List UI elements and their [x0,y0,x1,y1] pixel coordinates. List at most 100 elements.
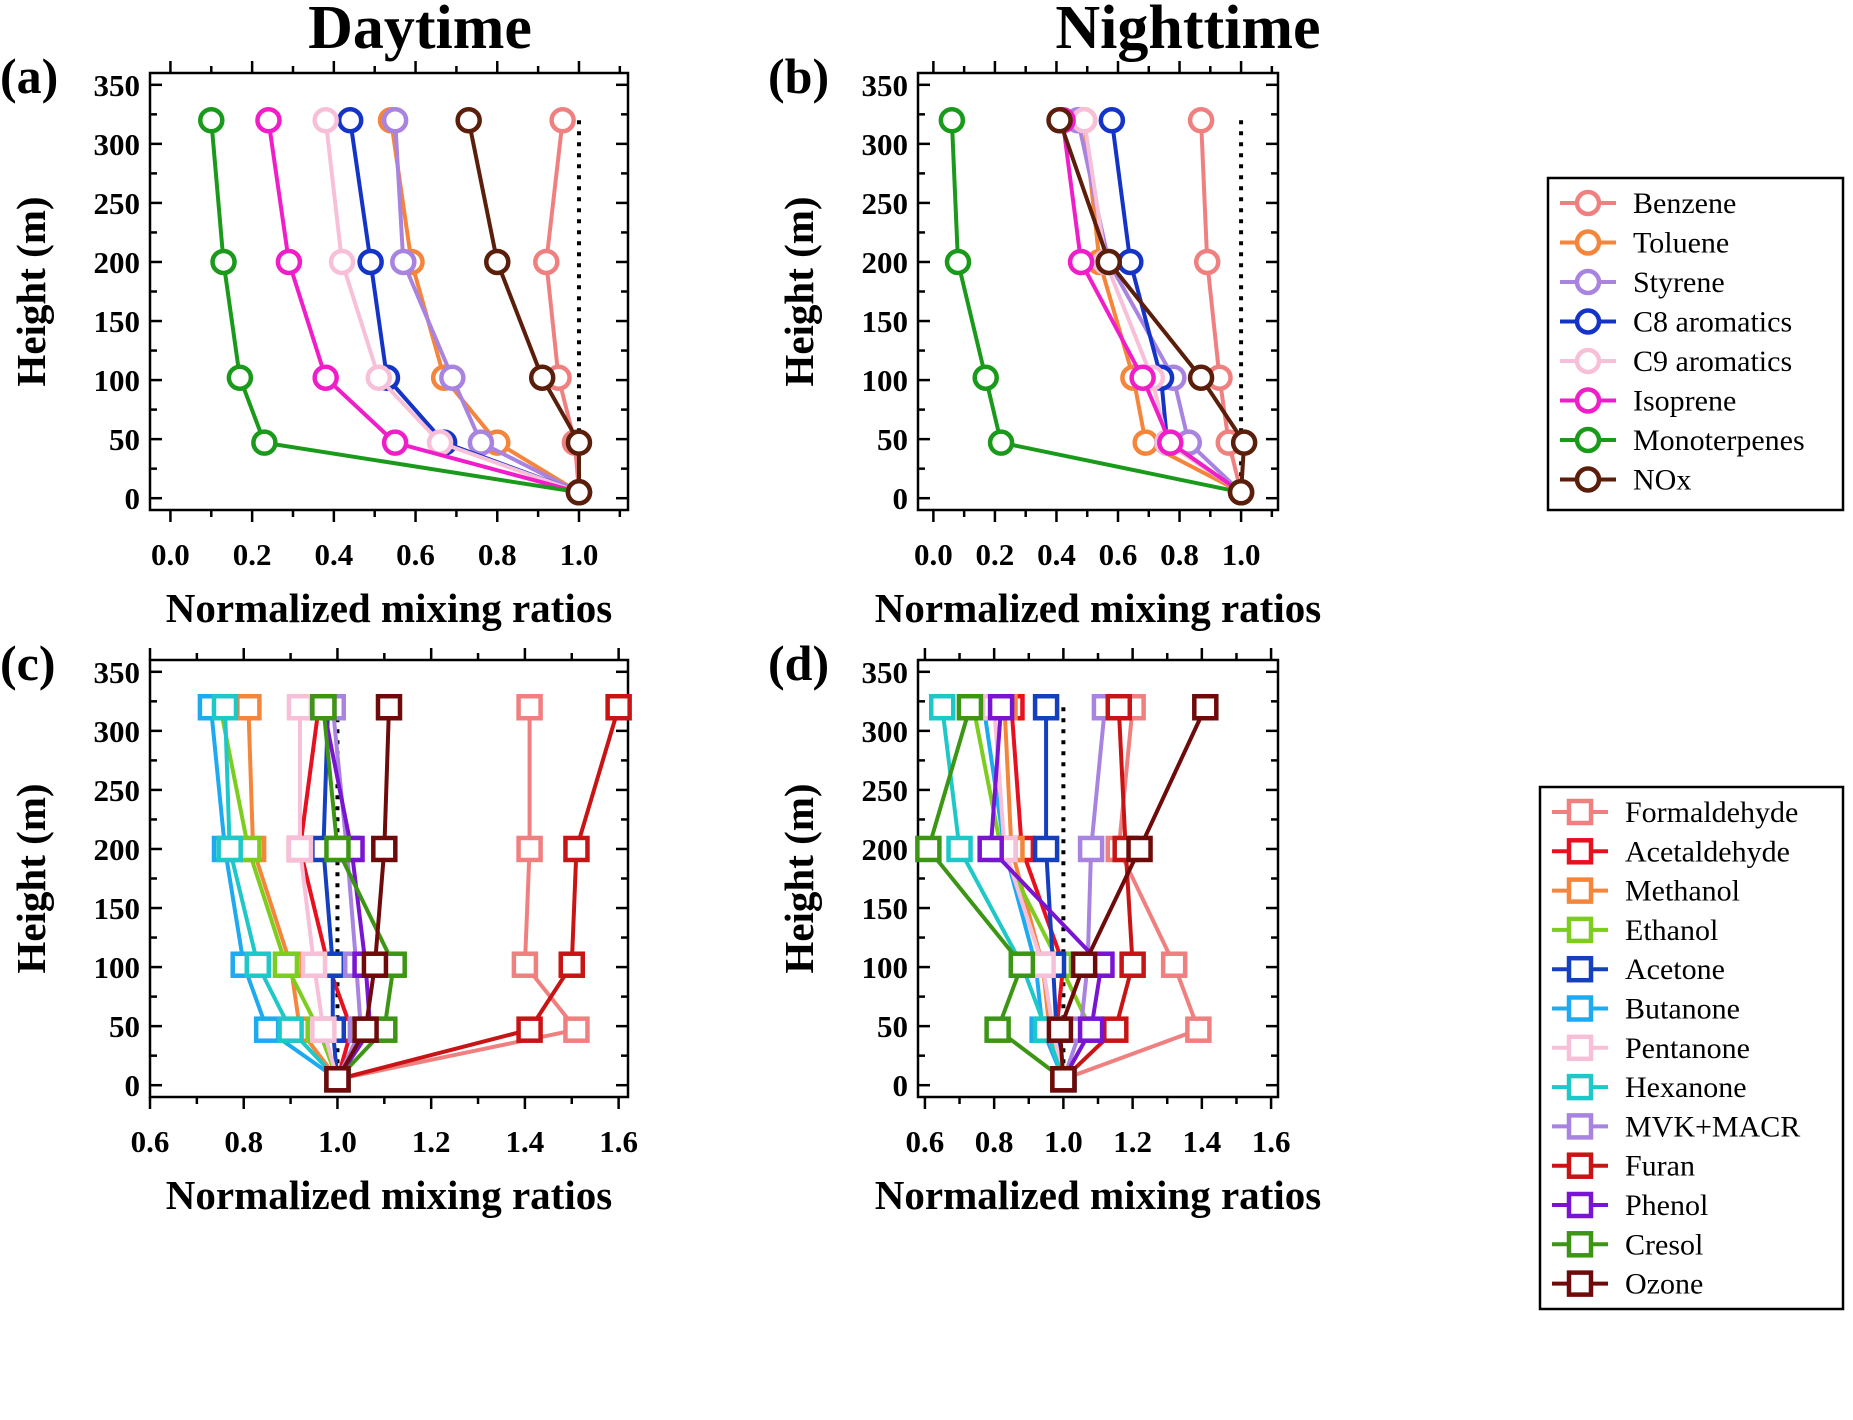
data-point [390,248,417,276]
data-point [357,248,384,276]
legend-label: Cresol [1625,1228,1703,1261]
data-point [563,1016,590,1043]
y-tick-label: 150 [94,891,141,926]
legend-marker [1574,308,1602,335]
legend-marker [1566,838,1594,865]
legend-label: Toluene [1633,227,1729,260]
x-tick-label: 1.4 [506,1124,545,1159]
legend-marker [1566,1113,1594,1140]
data-point [946,835,973,863]
legend-label: Methanol [1625,875,1740,908]
y-tick-label: 250 [862,186,909,221]
data-point [1008,951,1036,978]
legend-label: Butanone [1625,993,1740,1026]
data-point [235,693,262,721]
data-point [361,951,389,978]
data-point [1227,479,1255,506]
legend-item-nox: NOx [1560,464,1691,497]
data-point [605,693,632,721]
data-point [563,835,590,863]
data-point [324,1066,351,1093]
legend-marker [1566,877,1594,904]
x-axis-label: Normalized mixing ratios [166,585,612,631]
x-tick-label: 1.2 [1113,1124,1152,1159]
legend-item-butanone: Butanone [1552,993,1740,1026]
panel-label: (b) [768,48,829,104]
legend-marker [1566,955,1594,983]
data-point [1070,951,1098,978]
data-point [1119,951,1146,978]
series-ozone [1046,693,1219,1093]
data-point [328,248,356,276]
data-point [533,248,560,276]
legend-marker [1566,1231,1594,1258]
panel-a: (a) 0 50 100 150 200 250 300 350 0.0 0.2 0.4 0.6 0.8 1… [0,48,630,631]
data-point [944,248,972,276]
column-title-daytime: Daytime [308,0,532,62]
data-point [210,248,237,276]
x-tick-label: 0.6 [396,537,435,572]
legend-item-acetone: Acetone [1552,953,1725,986]
y-tick-label: 100 [94,363,141,398]
data-point [1070,106,1098,134]
y-tick-label: 300 [94,127,141,162]
x-tick-label: 0.4 [1037,537,1076,572]
legend-item-ozone: Ozone [1552,1268,1703,1301]
data-point [565,429,593,456]
legend-item-mvk-macr: MVK+MACR [1552,1110,1800,1143]
panel-label: (c) [0,635,56,691]
data-point [244,951,272,978]
legend-marker [1574,229,1602,256]
series-ozone [324,693,403,1093]
legend-marker [1566,916,1594,944]
data-point [1095,248,1123,276]
data-point [1077,835,1105,863]
data-point [484,248,511,276]
data-point [984,1016,1011,1043]
data-point [1098,106,1126,134]
legend-marker [1566,995,1594,1022]
legend-label: Phenol [1625,1189,1708,1222]
legend-item-ethanol: Ethanol [1552,914,1718,947]
legend-item-acetaldehyde: Acetaldehyde [1552,835,1790,868]
y-tick-label: 0 [125,481,141,516]
panel-label: (a) [0,48,58,104]
data-point [211,693,239,721]
legend-item-hexanone: Hexanone [1552,1071,1747,1104]
column-title-nighttime: Nighttime [1055,0,1320,62]
legend-marker [1566,1073,1594,1101]
legend-item-pentanone: Pentanone [1552,1032,1750,1065]
x-tick-label: 0.2 [976,537,1015,572]
data-point [312,364,339,391]
data-point [371,835,398,863]
data-point [1032,835,1060,863]
data-point [310,1016,337,1043]
data-point [381,429,409,456]
series-monoterpenes [938,106,1255,506]
data-point [549,106,576,134]
x-axis-label: Normalized mixing ratios [166,1172,612,1218]
x-tick-label: 0.2 [233,537,272,572]
legend-label: Ozone [1625,1268,1703,1301]
legend-item-isoprene: Isoprene [1560,385,1736,418]
data-point [1185,1016,1212,1043]
data-point [352,1016,379,1043]
data-point [1105,693,1133,721]
legend-label: NOx [1633,464,1691,497]
legend-item-styrene: Styrene [1560,266,1725,299]
data-point [1077,1016,1105,1043]
data-point [336,106,364,134]
data-point [375,693,403,721]
data-point [1050,1066,1077,1093]
x-tick-label: 0.6 [1099,537,1138,572]
data-point [1129,364,1156,391]
legend-label: Acetaldehyde [1625,835,1790,868]
y-tick-label: 50 [109,422,140,457]
x-tick-label: 0.0 [914,537,953,572]
data-point [972,364,999,391]
data-point [528,364,556,391]
y-tick-label: 200 [94,245,141,280]
data-point [255,106,282,134]
data-point [286,835,314,863]
